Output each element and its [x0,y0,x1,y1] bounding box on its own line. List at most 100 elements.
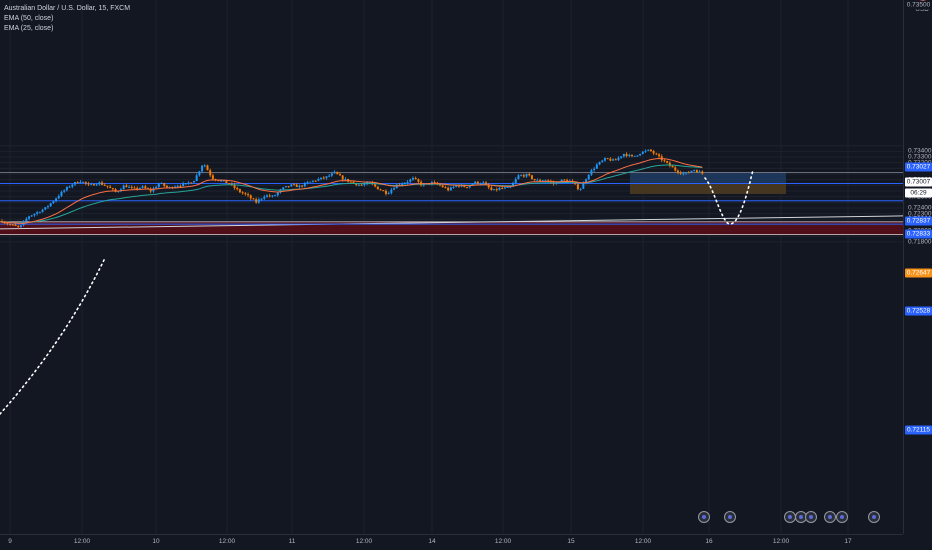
price-badge: 0.73027 [905,162,932,172]
price-badge: 0.73500 [905,0,932,10]
candle-body [384,190,387,194]
horizontal-levels [0,172,903,225]
candle-body [585,179,588,183]
candle-body [587,174,590,180]
candle-body [163,183,166,186]
candle-body [498,188,501,190]
chart-pane[interactable]: Australian Dollar / U.S. Dollar, 15, FXC… [0,0,904,534]
candle-body [620,156,623,158]
candle-body [236,187,239,190]
candle-body [257,199,260,203]
economic-event-icon[interactable] [698,511,710,523]
price-chart[interactable] [0,0,904,534]
price-badge: 0.72115 [905,425,932,435]
candle-body [341,175,344,180]
candle-body [19,225,22,227]
candle-body [433,182,436,184]
candle-body [195,175,198,181]
candle-body [125,185,128,188]
economic-event-icon[interactable] [824,511,836,523]
candle-body [198,171,201,176]
ema50-label[interactable]: EMA (50, close) [4,15,54,22]
candle-body [249,195,252,199]
time-tick-label: 12:00 [772,538,790,545]
candle-body [530,175,533,179]
candle-body [325,176,328,179]
candle-body [282,187,285,190]
candle-body [522,175,525,177]
candle-body [71,184,74,187]
candle-body [328,175,331,177]
candle-body [201,165,204,172]
candle-body [17,225,20,227]
candle-body [649,149,652,152]
long-position-profit-zone [630,172,786,184]
candle-body [265,195,268,197]
candle-body [349,181,352,183]
price-tick-label: 0.71800 [908,238,932,246]
candle-body [119,189,122,191]
candle-body [52,201,55,204]
economic-event-icon[interactable] [805,511,817,523]
candle-body [106,185,109,187]
candle-body [111,188,114,190]
candle-body [57,196,60,199]
candle-body [301,185,304,187]
candle-body [468,185,471,188]
symbol-title[interactable]: Australian Dollar / U.S. Dollar, 15, FXC… [4,5,131,12]
candle-body [517,175,520,180]
candle-body [203,165,206,167]
candle-body [322,177,325,179]
candle-body [560,179,563,183]
candle-body [233,184,236,188]
candle-body [463,185,466,188]
candle-body [60,191,63,197]
candle-body [482,182,485,184]
candle-body [487,184,490,188]
candle-body [409,179,412,182]
price-axis[interactable]: ⏰ USD 0.734000.733000.732000.731000.7290… [903,0,932,534]
candle-body [411,177,414,180]
candle-body [155,186,158,189]
candle-body [247,194,250,196]
candle-body [128,186,131,188]
ema25-label[interactable]: EMA (25, close) [4,25,54,32]
candle-body [84,181,87,184]
time-tick-label: 16 [705,538,713,545]
candle-body [382,190,385,192]
chart-legend[interactable]: Australian Dollar / U.S. Dollar, 15, FXC… [4,4,130,34]
candle-body [614,159,617,161]
candle-body [333,171,336,174]
candle-body [460,185,463,187]
candle-body [287,186,290,188]
candle-body [317,179,320,181]
candle-body [114,189,117,192]
candle-body [633,155,636,157]
candle-body [509,186,512,188]
candle-body [338,174,341,176]
price-badge: 06:29 [905,188,932,198]
candle-body [357,184,360,186]
candle-body [528,173,531,176]
candle-body [671,165,674,168]
candle-body [439,184,442,186]
economic-event-icon[interactable] [868,511,880,523]
candle-body [441,185,444,188]
candle-body [495,189,498,191]
candle-body [284,186,287,188]
candle-body [136,187,139,189]
economic-event-icon[interactable] [724,511,736,523]
economic-event-icon[interactable] [836,511,848,523]
candle-body [576,184,579,190]
candle-body [46,206,49,208]
projection-path-left [0,257,106,415]
candle-body [687,172,690,174]
time-tick-label: 12:00 [218,538,236,545]
candle-body [244,193,247,195]
time-axis[interactable]: 9 12:00 10 12:00 11 12:00 14 12:00 15 12:00 16 12:0… [0,534,903,550]
candle-body [490,187,493,191]
candle-body [679,172,682,174]
candle-body [55,198,58,202]
candle-body [271,195,274,197]
candle-body [330,173,333,176]
